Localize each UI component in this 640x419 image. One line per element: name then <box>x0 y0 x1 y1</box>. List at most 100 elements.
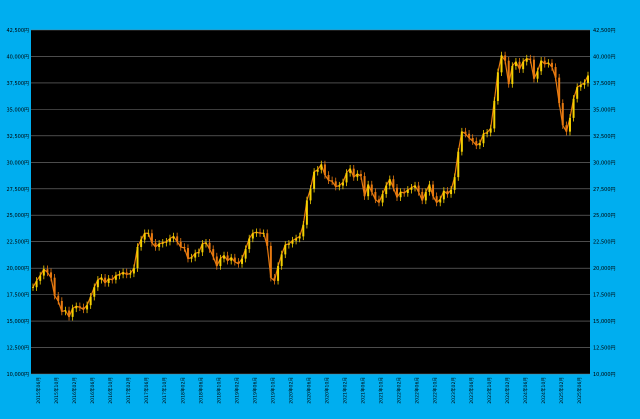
price-candle <box>320 164 323 170</box>
price-candle <box>309 188 312 201</box>
y-tick-label: 42,500円 <box>7 28 30 34</box>
price-candle <box>122 272 125 275</box>
price-candle <box>338 185 341 187</box>
price-candle <box>579 85 582 88</box>
price-candle <box>572 98 575 118</box>
price-candle <box>93 287 96 297</box>
price-candle <box>349 168 352 173</box>
price-candle <box>248 238 251 250</box>
price-candle <box>190 257 193 259</box>
price-candle <box>518 61 521 70</box>
price-candle <box>39 275 42 281</box>
price-candle <box>147 233 150 235</box>
price-candle <box>482 133 485 144</box>
price-candle <box>96 279 99 288</box>
price-candle <box>295 238 298 241</box>
y-tick-label: 25,000円 <box>593 213 616 219</box>
price-candle <box>367 184 370 197</box>
price-candle <box>356 173 359 178</box>
price-candle <box>442 190 445 200</box>
price-candle <box>536 71 539 79</box>
price-candle <box>561 103 564 126</box>
x-tick-label: 2023年10月 <box>486 377 493 404</box>
y-tick-label: 17,500円 <box>7 293 30 299</box>
price-series <box>32 51 589 321</box>
x-tick-label: 2019年02月 <box>233 377 240 404</box>
x-tick-label: 2024年02月 <box>504 377 511 404</box>
price-candle <box>154 242 157 247</box>
y-tick-label: 15,000円 <box>7 319 30 325</box>
x-tick-label: 2018年02月 <box>179 377 186 404</box>
price-candle <box>341 182 344 186</box>
y-tick-label: 35,000円 <box>593 107 616 113</box>
price-candle <box>558 77 561 104</box>
price-candle <box>464 131 467 134</box>
y-tick-label: 42,500円 <box>593 28 616 34</box>
price-candle <box>374 191 377 200</box>
price-candle <box>107 278 110 283</box>
price-candle <box>489 128 492 133</box>
price-candle <box>186 248 189 259</box>
price-candle <box>194 253 197 258</box>
y-axis-left: 10,000円 12,500円 15,000円 17,500円 20,000円 22,50… <box>7 28 30 378</box>
y-tick-label: 32,500円 <box>593 134 616 140</box>
price-candle <box>385 185 388 195</box>
price-candle <box>71 308 74 317</box>
x-tick-label: 2020年02月 <box>287 377 294 404</box>
price-candle <box>565 125 568 132</box>
price-candle <box>313 171 316 189</box>
y-tick-label: 27,500円 <box>593 187 616 193</box>
price-candle <box>262 233 265 235</box>
price-candle <box>150 233 153 243</box>
price-candle <box>514 61 517 66</box>
price-candle <box>446 190 449 195</box>
price-candle <box>511 65 514 84</box>
price-candle <box>550 62 553 68</box>
price-candle <box>388 179 391 186</box>
price-candle <box>392 179 395 188</box>
price-candle <box>172 236 175 239</box>
price-candle <box>201 243 204 253</box>
price-candle <box>183 246 186 249</box>
price-candle <box>453 177 456 190</box>
price-candle <box>280 254 283 267</box>
x-tick-label: 2020年06月 <box>306 377 313 404</box>
y-tick-label: 10,000円 <box>7 372 30 378</box>
x-axis: 2015年06月 2015年10月 2016年02月 2016年06月 2016年10月… <box>35 377 583 404</box>
price-candle <box>284 244 287 255</box>
x-tick-label: 2018年06月 <box>197 377 204 404</box>
y-tick-label: 37,500円 <box>7 81 30 87</box>
price-candle <box>377 199 380 203</box>
price-candle <box>237 261 240 264</box>
x-tick-label: 2019年06月 <box>251 377 258 404</box>
x-tick-label: 2022年06月 <box>414 377 421 404</box>
price-candle <box>370 184 373 192</box>
price-candle <box>291 240 294 244</box>
price-candle <box>414 185 417 188</box>
x-tick-label: 2024年10月 <box>540 377 547 404</box>
price-candle <box>161 242 164 244</box>
price-candle <box>496 72 499 101</box>
y-tick-label: 20,000円 <box>593 266 616 272</box>
price-candle <box>114 275 117 280</box>
price-candle <box>204 242 207 244</box>
price-candle <box>273 277 276 281</box>
price-candle <box>529 58 532 60</box>
price-candle <box>168 238 171 242</box>
price-candle <box>68 310 71 317</box>
x-tick-label: 2019年10月 <box>269 377 276 404</box>
price-candle <box>215 256 218 267</box>
price-candle <box>158 243 161 247</box>
price-candle <box>219 258 222 267</box>
price-candle <box>197 252 200 254</box>
x-tick-label: 2015年10月 <box>53 377 60 404</box>
price-candle <box>522 61 525 70</box>
price-candle <box>86 305 89 310</box>
price-candle <box>399 191 402 198</box>
price-candle <box>53 277 56 296</box>
price-candle <box>212 249 215 257</box>
price-candle <box>500 55 503 73</box>
price-candle <box>287 243 290 245</box>
price-candle <box>251 233 254 239</box>
price-candle <box>230 257 233 261</box>
